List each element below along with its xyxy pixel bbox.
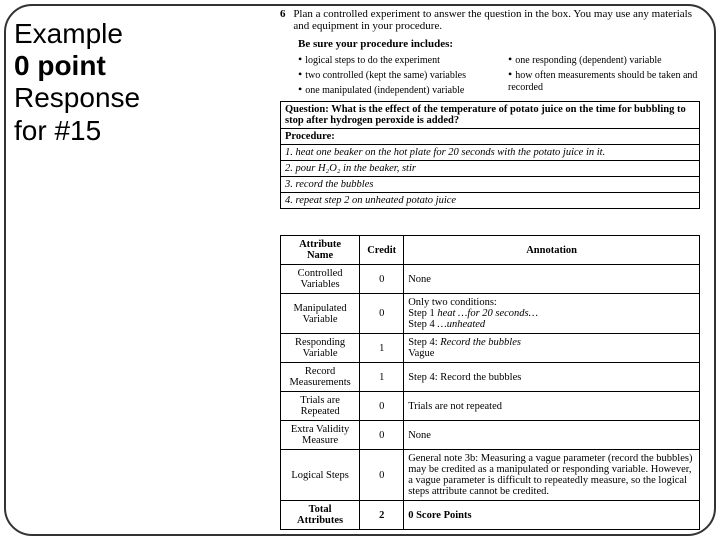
question-number: 6 xyxy=(280,8,293,32)
rubric-row: RespondingVariable 1 Step 4: Record the … xyxy=(281,334,700,363)
slide-title: Example 0 point Response for #15 xyxy=(14,18,140,147)
rubric-annotation: General note 3b: Measuring a vague param… xyxy=(404,450,700,501)
bullet-columns: logical steps to do the experiment two c… xyxy=(298,52,700,97)
rubric-header-annotation: Annotation xyxy=(404,236,700,265)
bullet-item: how often measurements should be taken a… xyxy=(508,67,698,93)
rubric-row: ManipulatedVariable 0 Only two condition… xyxy=(281,294,700,334)
rubric-credit: 1 xyxy=(360,334,404,363)
rubric-total-attr: Total Attributes xyxy=(281,501,360,530)
rubric-table: Attribute Name Credit Annotation Control… xyxy=(280,235,700,530)
bullets-left: logical steps to do the experiment two c… xyxy=(298,52,508,97)
question-6: 6 Plan a controlled experiment to answer… xyxy=(280,8,700,32)
title-line1: Example xyxy=(14,18,140,50)
procedure-header: Procedure: xyxy=(281,129,700,145)
rubric-annotation: None xyxy=(404,421,700,450)
rubric-attr: Trials areRepeated xyxy=(281,392,360,421)
rubric-attr: RespondingVariable xyxy=(281,334,360,363)
rubric-annotation: Step 4: Record the bubblesVague xyxy=(404,334,700,363)
rubric-total-credit: 2 xyxy=(360,501,404,530)
procedure-step: 2. pour H₂O₂ in the beaker, stir xyxy=(281,161,700,177)
rubric-total-row: Total Attributes 2 0 Score Points xyxy=(281,501,700,530)
procedure-step: 1. heat one beaker on the hot plate for … xyxy=(281,145,700,161)
rubric-annotation: Only two conditions:Step 1 heat …for 20 … xyxy=(404,294,700,334)
procedure-box: Question: What is the effect of the temp… xyxy=(280,101,700,209)
content-column: 6 Plan a controlled experiment to answer… xyxy=(280,8,700,530)
rubric-attr: RecordMeasurements xyxy=(281,363,360,392)
question-box: Question: What is the effect of the temp… xyxy=(281,102,700,129)
rubric-annotation: None xyxy=(404,265,700,294)
rubric-attr: Extra Validity Measure xyxy=(281,421,360,450)
rubric-attr: ManipulatedVariable xyxy=(281,294,360,334)
title-line4: for #15 xyxy=(14,115,140,147)
bullets-right: one responding (dependent) variable how … xyxy=(508,52,698,97)
bullet-item: two controlled (kept the same) variables xyxy=(298,67,508,82)
procedure-step: 4. repeat step 2 on unheated potato juic… xyxy=(281,193,700,209)
rubric-row: ControlledVariables 0 None xyxy=(281,265,700,294)
rubric-annotation: Step 4: Record the bubbles xyxy=(404,363,700,392)
title-line3: Response xyxy=(14,82,140,114)
rubric-credit: 0 xyxy=(360,265,404,294)
bullet-item: logical steps to do the experiment xyxy=(298,52,508,67)
rubric-row: Trials areRepeated 0 Trials are not repe… xyxy=(281,392,700,421)
rubric-row: Logical Steps 0 General note 3b: Measuri… xyxy=(281,450,700,501)
title-line2: 0 point xyxy=(14,50,140,82)
rubric-attr: Logical Steps xyxy=(281,450,360,501)
rubric-credit: 0 xyxy=(360,450,404,501)
rubric-credit: 1 xyxy=(360,363,404,392)
includes-header: Be sure your procedure includes: xyxy=(298,38,700,50)
question-text: Plan a controlled experiment to answer t… xyxy=(293,8,700,32)
procedure-step: 3. record the bubbles xyxy=(281,177,700,193)
rubric-header-attr: Attribute Name xyxy=(281,236,360,265)
bullet-item: one responding (dependent) variable xyxy=(508,52,698,67)
rubric-row: RecordMeasurements 1 Step 4: Record the … xyxy=(281,363,700,392)
rubric-header-credit: Credit xyxy=(360,236,404,265)
rubric-attr: ControlledVariables xyxy=(281,265,360,294)
rubric-credit: 0 xyxy=(360,421,404,450)
rubric-total-score: 0 Score Points xyxy=(404,501,700,530)
rubric-row: Extra Validity Measure 0 None xyxy=(281,421,700,450)
rubric-credit: 0 xyxy=(360,294,404,334)
rubric-annotation: Trials are not repeated xyxy=(404,392,700,421)
rubric-credit: 0 xyxy=(360,392,404,421)
bullet-item: one manipulated (independent) variable xyxy=(298,82,508,97)
